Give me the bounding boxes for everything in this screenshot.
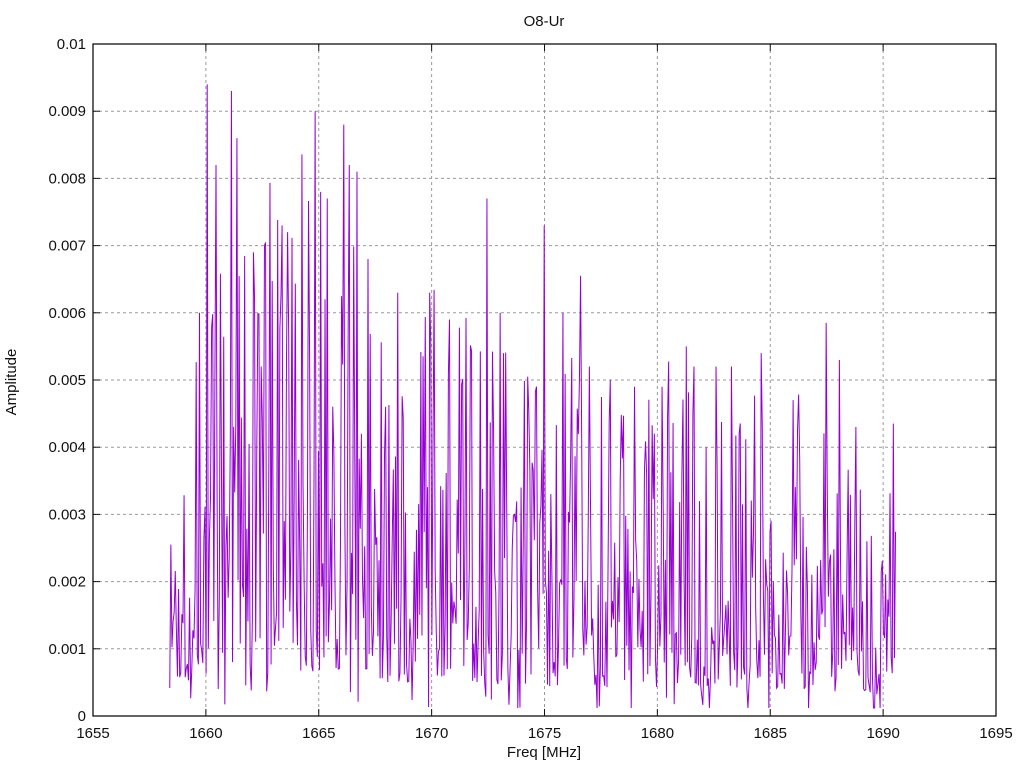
x-tick-label: 1665 bbox=[302, 725, 335, 742]
x-tick-label: 1670 bbox=[415, 725, 448, 742]
y-tick-label: 0.005 bbox=[48, 372, 86, 389]
x-tick-label: 1660 bbox=[189, 725, 222, 742]
plot-border bbox=[92, 43, 997, 717]
y-tick-label: 0.009 bbox=[48, 103, 86, 120]
tick-labels: 1655 1660 1665 1670 1675 1680 1685 1690 1695 0 0.0… bbox=[48, 36, 1012, 742]
y-tick-label: 0.008 bbox=[48, 170, 86, 187]
chart-title: O8-Ur bbox=[524, 13, 565, 30]
x-tick-label: 1685 bbox=[754, 725, 787, 742]
y-tick-label: 0.002 bbox=[48, 574, 86, 591]
y-tick-label: 0.004 bbox=[48, 439, 86, 456]
y-tick-label: 0.007 bbox=[48, 238, 86, 255]
data-series bbox=[169, 84, 897, 709]
y-tick-label: 0.003 bbox=[48, 506, 86, 523]
y-tick-label: 0 bbox=[78, 708, 86, 725]
x-tick-label: 1680 bbox=[641, 725, 674, 742]
y-axis-label: Amplitude bbox=[3, 349, 20, 416]
x-axis-label: Freq [MHz] bbox=[507, 744, 581, 761]
x-tick-label: 1655 bbox=[76, 725, 109, 742]
axes bbox=[92, 43, 997, 717]
y-tick-label: 0.01 bbox=[57, 36, 86, 53]
x-tick-label: 1695 bbox=[979, 725, 1012, 742]
y-tick-label: 0.006 bbox=[48, 305, 86, 322]
x-tick-label: 1675 bbox=[528, 725, 561, 742]
spectrum-line bbox=[169, 84, 897, 709]
y-tick-label: 0.001 bbox=[48, 641, 86, 658]
x-tick-label: 1690 bbox=[866, 725, 899, 742]
